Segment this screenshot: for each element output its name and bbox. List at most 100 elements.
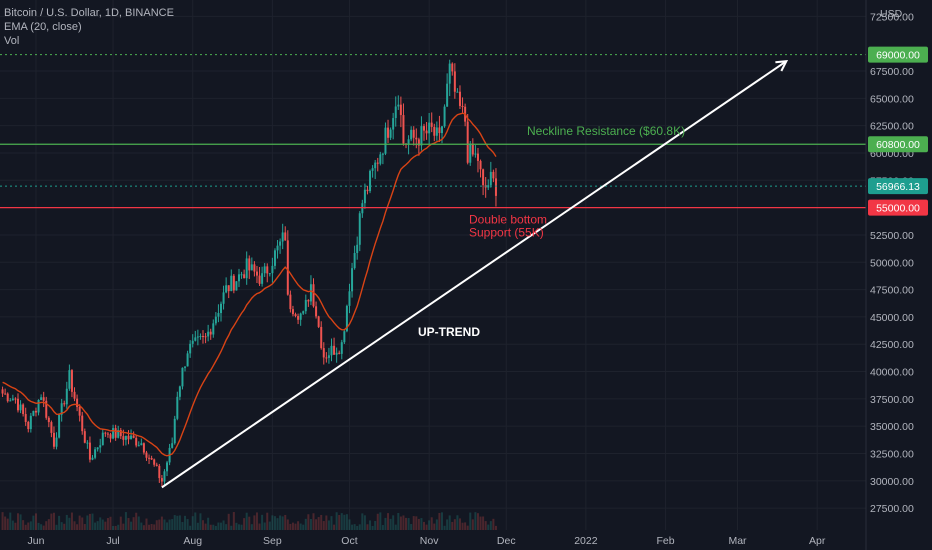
candle-body (114, 428, 117, 438)
volume-bar (114, 525, 117, 530)
volume-bar (448, 515, 451, 530)
volume-bar (420, 518, 423, 530)
y-tick-label: 35000.00 (870, 421, 914, 433)
y-tick-label: 45000.00 (870, 312, 914, 324)
volume-bar (479, 516, 482, 530)
candle-body (410, 129, 413, 140)
candle-body (173, 418, 176, 444)
candle-body (68, 370, 71, 389)
volume-bar (289, 523, 292, 530)
volume-bar (68, 517, 71, 530)
volume-bar (135, 512, 138, 530)
candle-body (109, 434, 112, 439)
candle-body (284, 232, 287, 241)
volume-bar (160, 516, 163, 530)
volume-bar (209, 524, 212, 530)
candle-body (327, 355, 330, 358)
candle-body (240, 274, 243, 276)
volume-bar (317, 517, 320, 530)
candle-body (291, 309, 294, 315)
candle-body (320, 326, 323, 349)
volume-bar (304, 518, 307, 530)
candle-body (6, 393, 9, 402)
volume-bar (482, 516, 485, 530)
volume-bar (88, 513, 91, 530)
volume-bar (58, 515, 61, 530)
volume-bar (453, 519, 456, 530)
grid (0, 0, 866, 530)
x-tick-label: Apr (809, 535, 826, 547)
volume-bar (9, 512, 12, 530)
volume-bar (361, 513, 364, 530)
volume-bar (150, 523, 153, 530)
volume-bar (446, 519, 449, 530)
volume-bar (225, 524, 228, 530)
candle-body (374, 162, 377, 169)
candle-body (219, 303, 222, 314)
volume-bar (266, 512, 269, 530)
x-tick-label: Nov (420, 535, 439, 547)
time-axis: Jun Jul Aug Sep Oct Nov Dec 2022 Feb Mar Apr (28, 535, 826, 547)
candle-body (137, 445, 140, 447)
candle-body (29, 415, 32, 430)
volume-bar (112, 525, 115, 530)
volume-bar (369, 520, 372, 530)
candle-body (304, 299, 307, 312)
candle-body (207, 331, 210, 337)
candle-body (387, 127, 390, 138)
volume-bar (325, 515, 328, 530)
volume-bar (94, 522, 97, 530)
volume-bar (155, 520, 158, 530)
candle-body (117, 430, 120, 438)
volume-bar (476, 513, 479, 530)
volume-bar (42, 525, 45, 530)
candle-body (489, 171, 492, 186)
volume-bar (258, 523, 261, 530)
uptrend-label: UP-TREND (418, 325, 480, 339)
candle-body (281, 232, 284, 242)
volume-bar (363, 515, 366, 530)
candle-body (145, 452, 148, 458)
candle-body (458, 91, 461, 106)
candle-body (466, 121, 469, 163)
candle-body (435, 127, 438, 136)
candle-body (104, 432, 107, 434)
volume-bar (81, 517, 84, 530)
volume-bar (494, 525, 497, 530)
candle-body (112, 428, 115, 439)
volume-bar (387, 513, 390, 530)
candle-body (243, 274, 246, 279)
volume-bar (168, 519, 171, 530)
volume-bar (214, 525, 217, 530)
y-tick-label: 37500.00 (870, 394, 914, 406)
volume-bar (394, 524, 397, 530)
volume-bar (22, 520, 25, 530)
candle-body (376, 162, 379, 164)
candle-body (160, 478, 163, 482)
volume-bar (235, 522, 238, 530)
volume-bar (104, 521, 107, 530)
volume-bar (47, 519, 50, 530)
volume-bar (399, 516, 402, 530)
volume-bar (356, 525, 359, 530)
candle-body (99, 445, 102, 448)
candle-body (58, 414, 61, 438)
volume-bar (279, 515, 282, 530)
volume-bar (392, 515, 395, 530)
volume-bar (212, 524, 215, 530)
candle-body (178, 386, 181, 397)
ema-20-line (2, 112, 497, 457)
volume-bar (381, 525, 384, 530)
volume-bar (320, 514, 323, 530)
candle-body (307, 299, 310, 302)
candle-body (479, 160, 482, 170)
candle-body (289, 294, 292, 310)
candle-body (248, 258, 251, 271)
volume-bar (158, 519, 161, 530)
candle-body (202, 335, 205, 337)
candle-body (184, 366, 187, 368)
x-tick-label: Feb (657, 535, 675, 547)
candle-body (402, 115, 405, 144)
volume-bar (451, 521, 454, 530)
